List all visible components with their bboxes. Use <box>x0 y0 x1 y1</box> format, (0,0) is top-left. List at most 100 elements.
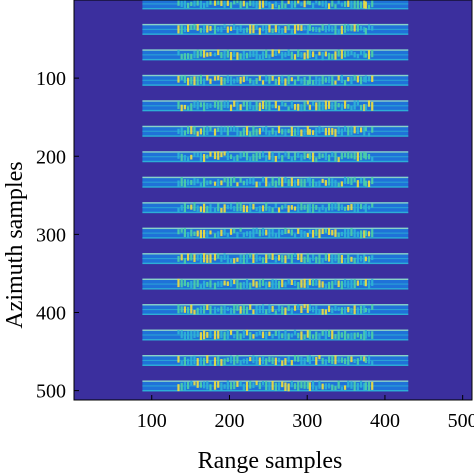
speckle-4-0 <box>199 74 202 85</box>
speckle-2-0 <box>199 27 202 33</box>
speckle-2-3 <box>367 24 371 31</box>
speckle-1-1 <box>277 4 281 10</box>
speckle-7-0 <box>202 154 206 162</box>
stripe-top-edge-13 <box>142 304 409 306</box>
speckle-11-2 <box>350 256 353 262</box>
speckle-9-1 <box>281 205 284 210</box>
speckle-2-1 <box>258 27 261 35</box>
speckle-3-1 <box>261 51 265 60</box>
speckle-14-1 <box>217 330 220 339</box>
speckle-8-2 <box>321 178 324 183</box>
speckle-13-2 <box>311 306 315 313</box>
speckle-9-0 <box>177 207 180 213</box>
speckle-1-2 <box>315 0 318 4</box>
speckle-15-1 <box>239 360 242 366</box>
speckle-12-1 <box>226 281 229 286</box>
speckle-10-2 <box>353 229 356 238</box>
speckle-8-1 <box>271 177 274 186</box>
speckle-3-1 <box>300 52 303 58</box>
speckle-10-1 <box>213 233 217 239</box>
speckle-5-0 <box>209 103 212 108</box>
speckle-1-2 <box>334 4 337 9</box>
speckle-2-2 <box>324 25 327 33</box>
speckle-7-2 <box>331 151 334 157</box>
speckle-8-1 <box>236 182 239 187</box>
speckle-1-2 <box>353 0 356 9</box>
speckle-3-0 <box>177 49 180 56</box>
speckle-12-2 <box>327 281 331 289</box>
speckle-5-1 <box>293 103 297 110</box>
speckle-11-1 <box>293 253 297 258</box>
speckle-11-0 <box>186 253 190 261</box>
speckle-9-1 <box>233 205 236 212</box>
speckle-15-1 <box>249 357 252 362</box>
speckle-13-1 <box>274 310 277 315</box>
speckle-14-1 <box>255 331 258 337</box>
stripe-mid-line-10 <box>142 232 409 234</box>
speckle-13-2 <box>315 305 318 315</box>
speckle-8-1 <box>249 177 252 185</box>
speckle-4-1 <box>303 76 306 86</box>
speckle-1-2 <box>311 2 315 9</box>
speckle-2-2 <box>321 24 324 31</box>
speckle-11-2 <box>331 254 334 263</box>
speckle-4-1 <box>220 77 223 86</box>
speckle-6-0 <box>209 126 212 131</box>
speckle-14-1 <box>220 330 223 339</box>
speckle-3-1 <box>293 54 297 60</box>
speckle-3-1 <box>271 49 274 57</box>
speckle-11-1 <box>226 255 229 265</box>
speckle-7-2 <box>356 152 359 162</box>
speckle-15-1 <box>233 356 236 365</box>
speckle-8-1 <box>300 178 303 187</box>
speckle-15-1 <box>220 358 223 366</box>
speckle-16-1 <box>252 382 255 389</box>
speckle-9-2 <box>311 204 315 214</box>
speckle-6-1 <box>249 131 252 137</box>
speckle-16-1 <box>281 381 284 388</box>
speckle-8-2 <box>353 177 356 183</box>
speckle-5-1 <box>274 100 277 109</box>
speckle-11-2 <box>359 255 363 262</box>
speckle-3-2 <box>356 53 359 59</box>
speckle-7-1 <box>258 152 261 160</box>
stripe-top-edge-14 <box>142 329 409 331</box>
speckle-14-2 <box>363 331 366 341</box>
speckle-14-1 <box>271 333 274 339</box>
speckle-11-2 <box>353 257 356 264</box>
speckle-6-1 <box>252 126 255 136</box>
speckle-16-2 <box>359 380 363 388</box>
speckle-12-2 <box>340 280 343 290</box>
speckle-16-2 <box>334 386 337 391</box>
stripe-top-edge-9 <box>142 202 409 204</box>
speckle-4-0 <box>196 76 199 86</box>
speckle-15-1 <box>306 355 309 363</box>
speckle-4-1 <box>249 78 252 84</box>
speckle-1-0 <box>193 0 196 7</box>
speckle-3-2 <box>308 50 311 58</box>
speckle-13-3 <box>371 304 374 310</box>
speckle-10-3 <box>367 231 371 237</box>
speckle-9-2 <box>363 205 366 210</box>
speckle-5-0 <box>199 102 202 108</box>
speckle-8-0 <box>177 180 180 188</box>
speckle-12-0 <box>193 280 196 289</box>
speckle-6-1 <box>271 128 274 135</box>
speckle-9-1 <box>226 204 229 210</box>
speckle-12-1 <box>293 280 297 287</box>
speckle-12-2 <box>324 283 327 290</box>
speckle-1-2 <box>343 1 347 8</box>
speckle-7-1 <box>249 157 252 162</box>
speckle-11-1 <box>233 258 236 264</box>
speckle-11-0 <box>177 256 180 262</box>
speckle-6-1 <box>229 126 233 132</box>
speckle-8-1 <box>261 177 265 182</box>
speckle-14-1 <box>281 333 284 339</box>
speckle-9-0 <box>206 205 209 213</box>
speckle-3-2 <box>337 49 340 57</box>
speckle-3-2 <box>347 50 350 57</box>
speckle-14-1 <box>303 334 306 340</box>
speckle-10-0 <box>196 230 199 237</box>
speckle-7-2 <box>318 153 321 160</box>
speckle-4-1 <box>271 75 274 81</box>
